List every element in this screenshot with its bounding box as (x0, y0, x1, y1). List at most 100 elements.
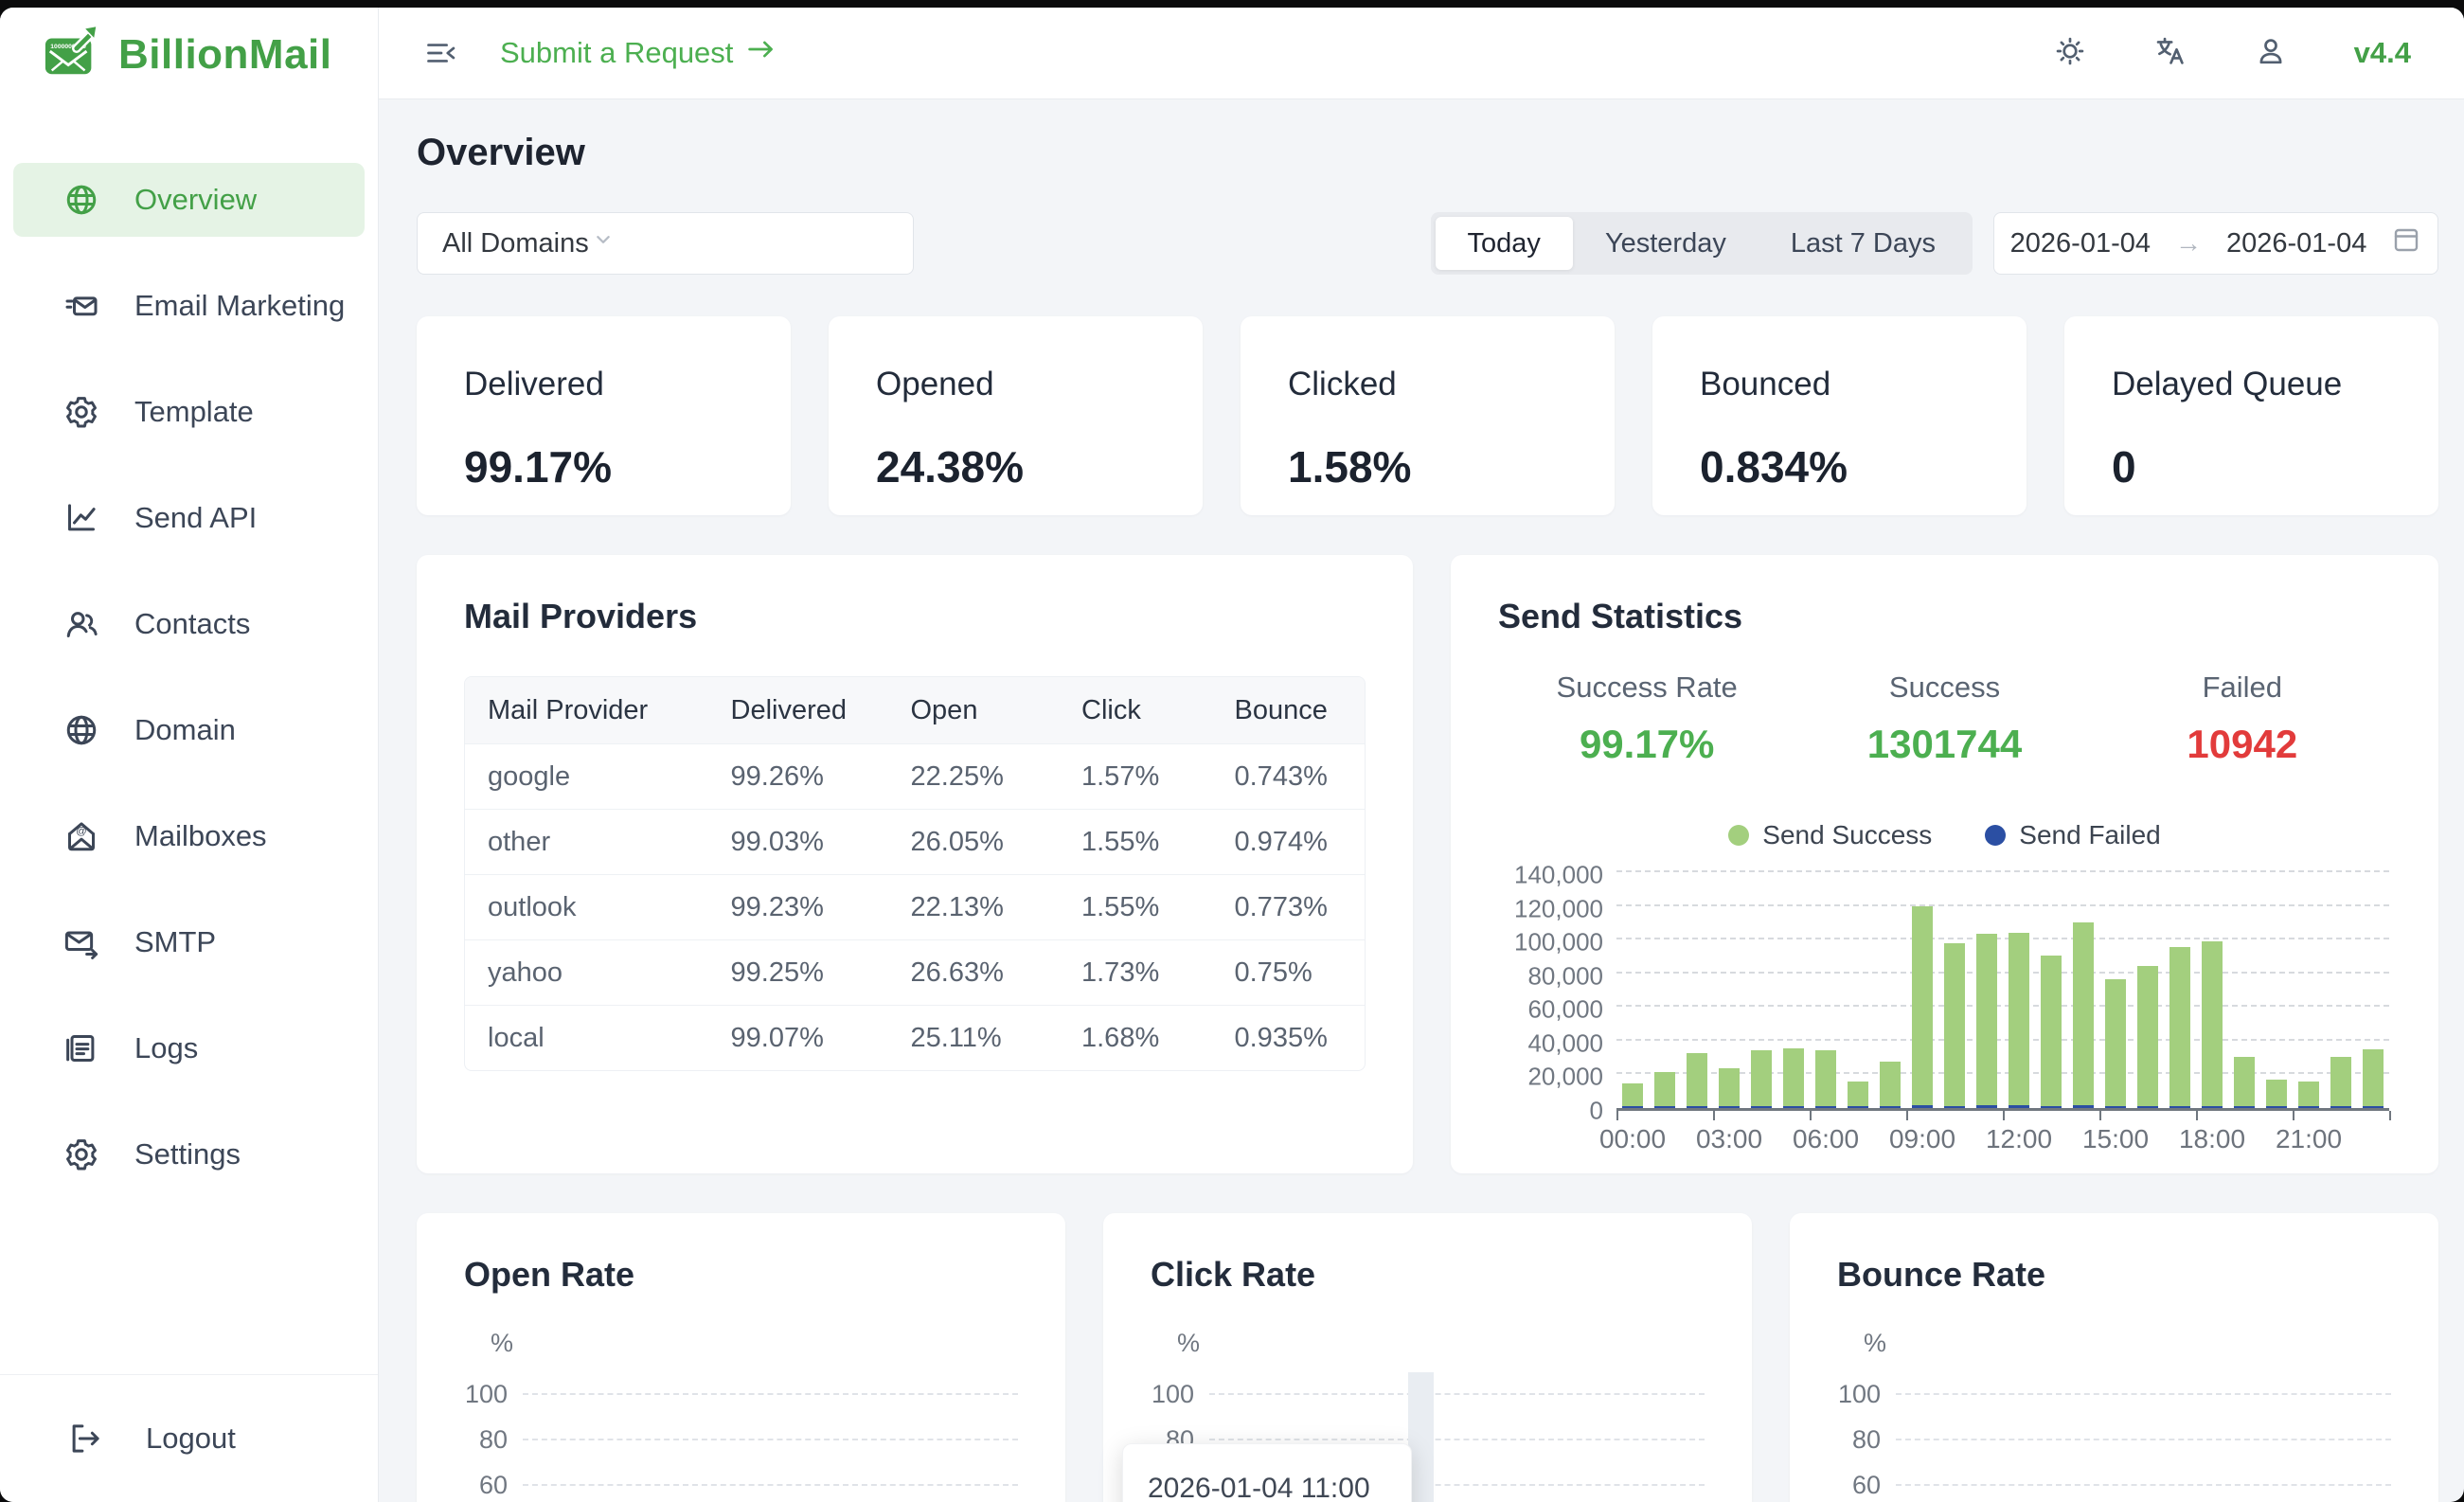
sidebar-item-overview[interactable]: Overview (13, 163, 365, 237)
stat-card-value: 1.58% (1288, 442, 1412, 492)
sidebar-footer: Logout (0, 1374, 378, 1502)
gridline (523, 1439, 1018, 1440)
y-axis-unit-label: % (1864, 1329, 1887, 1357)
y-tick-label: 60 (1851, 1470, 1881, 1499)
table-cell: 0.743% (1211, 743, 1365, 809)
bar-failed-segment (1912, 1105, 1933, 1108)
app-window: 1000000000 BillionMail Overview Email Mar… (0, 8, 2464, 1502)
translate-icon (2153, 34, 2187, 73)
gridline (1616, 1072, 2389, 1075)
panel-title: Bounce Rate (1837, 1255, 2046, 1294)
y-tick-label: 120,000 (1514, 894, 1603, 923)
users-icon (62, 605, 100, 643)
sidebar-collapse-button[interactable] (424, 36, 458, 70)
bar-failed-segment (1622, 1106, 1643, 1108)
x-axis-tick (2003, 1111, 2005, 1120)
panel-title: Mail Providers (464, 597, 698, 635)
x-tick-label: 09:00 (1888, 1124, 1956, 1153)
sidebar-item-smtp[interactable]: SMTP (13, 905, 365, 979)
arrow-right-icon (744, 32, 778, 74)
table-cell: 25.11% (887, 1005, 1059, 1070)
table-cell: outlook (465, 874, 708, 939)
sidebar-item-send-api[interactable]: Send API (13, 481, 365, 555)
stat-card-value: 24.38% (876, 442, 1025, 492)
stat-card-label: Opened (876, 366, 994, 402)
open-rate-panel: Open Rate% 100 80 60 (417, 1213, 1065, 1502)
gridline (1616, 903, 2389, 906)
table-cell: 26.63% (887, 939, 1059, 1005)
sidebar-item-contacts[interactable]: Contacts (13, 587, 365, 661)
submit-request-link[interactable]: Submit a Request (500, 32, 778, 74)
table-cell: 26.05% (887, 809, 1059, 874)
sidebar-item-logout[interactable]: Logout (13, 1402, 365, 1475)
table-cell: local (465, 1005, 708, 1070)
bar-failed-segment (2041, 1106, 2062, 1108)
y-tick-label: 100,000 (1514, 927, 1603, 957)
sidebar-item-label: Mailboxes (134, 819, 267, 852)
bar-failed-segment (1719, 1106, 1740, 1108)
legend-label: Send Failed (2019, 820, 2161, 849)
bar-failed-segment (2298, 1106, 2319, 1108)
bar-20:00 (2266, 1080, 2287, 1108)
stat-card-clicked: Clicked 1.58% (1241, 316, 1615, 515)
language-button[interactable] (2153, 34, 2187, 73)
account-button[interactable] (2254, 34, 2288, 73)
date-from: 2026-01-04 (2009, 227, 2151, 259)
y-tick-label: 20,000 (1527, 1062, 1603, 1091)
column-header: Delivered (707, 677, 888, 743)
bar-success-segment (1815, 1050, 1836, 1106)
x-axis-tick (2389, 1111, 2391, 1120)
sun-icon (2053, 34, 2087, 73)
logout-icon (66, 1420, 104, 1457)
sidebar-item-settings[interactable]: Settings (13, 1118, 365, 1191)
table-row: yahoo 99.25% 26.63% 1.73% 0.75% (465, 939, 1365, 1005)
x-axis-tick (1810, 1111, 1812, 1120)
y-tick-label: 80,000 (1527, 961, 1603, 991)
chart-icon (62, 499, 100, 537)
table-row: local 99.07% 25.11% 1.68% 0.935% (465, 1005, 1365, 1070)
bar-14:00 (2073, 922, 2094, 1108)
table-cell: yahoo (465, 939, 708, 1005)
gridline-row: 60 (464, 1471, 1018, 1499)
gridline (1209, 1484, 1705, 1486)
brand-envelope-icon: 1000000000 (43, 24, 101, 87)
sidebar-item-logs[interactable]: Logs (13, 1011, 365, 1085)
date-range-picker[interactable]: 2026-01-04 → 2026-01-04 (1993, 212, 2438, 275)
sidebar-item-label: Template (134, 395, 254, 428)
svg-text:1000000000: 1000000000 (50, 44, 86, 50)
page-title: Overview (417, 132, 585, 173)
bar-01:00 (1654, 1072, 1675, 1108)
table-cell: 99.23% (707, 874, 888, 939)
sidebar-item-label: Settings (134, 1137, 241, 1171)
hover-highlight-band (1408, 1372, 1434, 1502)
brand-name: BillionMail (118, 31, 332, 78)
domain-select[interactable]: All Domains (417, 212, 914, 275)
gridline (523, 1393, 1018, 1395)
y-tick-label: 80 (1851, 1424, 1881, 1454)
range-button-last-7-days[interactable]: Last 7 Days (1790, 227, 1936, 259)
brand-logo[interactable]: 1000000000 BillionMail (0, 8, 378, 102)
send-stat-success-rate: Success Rate 99.17% (1498, 671, 1795, 767)
range-button-today[interactable]: Today (1435, 217, 1573, 270)
sidebar-item-email-marketing[interactable]: Email Marketing (13, 269, 365, 343)
legend-item-send-failed[interactable]: Send Failed (1985, 820, 2161, 850)
stat-card-value: 0 (2112, 442, 2136, 492)
gridline (1896, 1439, 2391, 1440)
theme-toggle-button[interactable] (2053, 34, 2087, 73)
bar-success-segment (2363, 1049, 2384, 1106)
sidebar-item-template[interactable]: Template (13, 375, 365, 449)
sidebar-item-domain[interactable]: Domain (13, 693, 365, 767)
y-tick-label: 100 (464, 1379, 508, 1408)
sidebar-item-mailboxes[interactable]: @ Mailboxes (13, 799, 365, 873)
legend-item-send-success[interactable]: Send Success (1728, 820, 1932, 850)
sidebar-item-label: Logs (134, 1031, 199, 1064)
bar-02:00 (1687, 1053, 1707, 1108)
gridline (1209, 1439, 1705, 1440)
table-cell: 22.25% (887, 743, 1059, 809)
range-button-yesterday[interactable]: Yesterday (1604, 227, 1726, 259)
sidebar-item-label: Email Marketing (134, 289, 346, 322)
x-tick-label: 18:00 (2178, 1124, 2246, 1153)
table-cell: 1.57% (1059, 743, 1212, 809)
bar-success-segment (2041, 956, 2062, 1106)
send-stat-label: Success Rate (1556, 671, 1738, 704)
